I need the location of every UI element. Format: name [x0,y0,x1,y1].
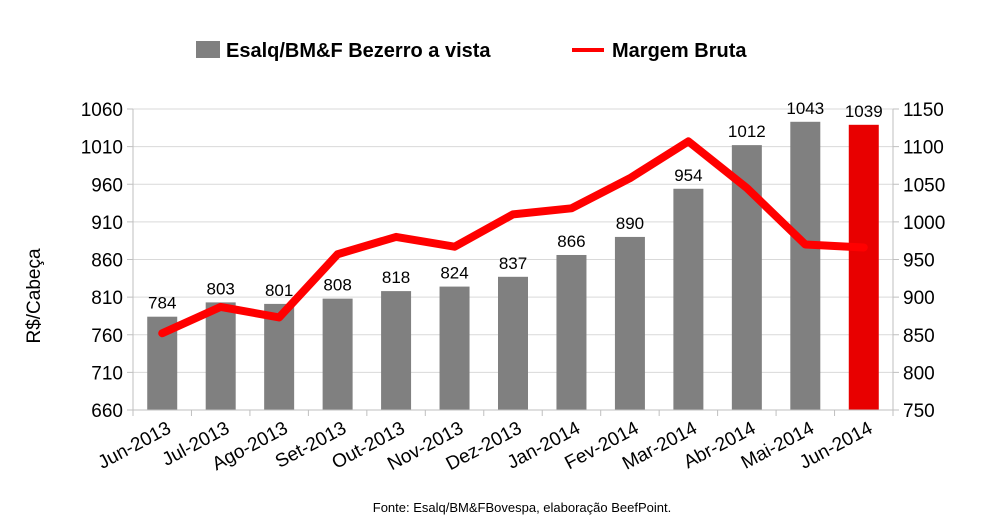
source-note: Fonte: Esalq/BM&FBovespa, elaboração Bee… [373,500,671,515]
y2-tick-label: 850 [903,326,935,347]
line-series [158,137,868,338]
bar [614,236,645,410]
y2-tick-label: 1150 [903,100,944,121]
y2-tick-label: 800 [903,363,935,384]
bar [790,121,821,410]
legend: Esalq/BM&F Bezerro a vista Margem Bruta [196,40,747,62]
data-label: 1043 [786,99,824,118]
bar [381,291,412,410]
data-label: 837 [499,254,527,273]
y-tick-label: 910 [91,213,123,234]
y-tick-label: 760 [91,326,123,347]
bar [205,302,236,410]
y2-tick-label: 1100 [903,138,944,159]
y-tick-label: 860 [91,251,123,272]
data-label: 801 [265,281,293,300]
y-axis-label: R$/Cabeça [24,248,45,343]
data-label: 784 [148,294,176,313]
data-label: 808 [323,276,351,295]
y-tick-label: 810 [91,288,123,309]
legend-swatch-bars [196,41,220,58]
y-tick-label: 960 [91,175,123,196]
bar [322,298,353,410]
data-labels: 784 803 801 808 818 824 837 866 890 954 1012 1043 10… [148,99,883,313]
y-tick-label: 1010 [81,138,123,159]
data-label: 803 [207,279,235,298]
y2-tick-label: 1050 [903,175,945,196]
data-label: 954 [674,166,702,185]
data-label: 866 [557,232,585,251]
data-label: 824 [440,264,468,283]
bar [673,188,704,410]
data-label: 1039 [845,102,883,121]
bar [556,254,587,410]
y-tick-label: 710 [91,363,123,384]
legend-label-line: Margem Bruta [612,40,747,62]
legend-label-bars: Esalq/BM&F Bezerro a vista [226,40,491,62]
bar [498,276,528,410]
data-label: 818 [382,268,410,287]
y-tick-label: 660 [91,401,123,422]
bar [439,286,470,410]
data-label: 1012 [728,122,766,141]
margem-bruta-line [158,137,868,338]
y2-tick-label: 900 [903,288,935,309]
x-tick-label: Jun-2013 [95,418,175,474]
bar [848,124,879,411]
bar [264,303,295,410]
y2-tick-label: 1000 [903,213,945,234]
data-label: 890 [616,214,644,233]
y2-tick-label: 750 [903,401,935,422]
y-tick-label: 1060 [81,100,123,121]
y2-tick-label: 950 [903,251,935,272]
